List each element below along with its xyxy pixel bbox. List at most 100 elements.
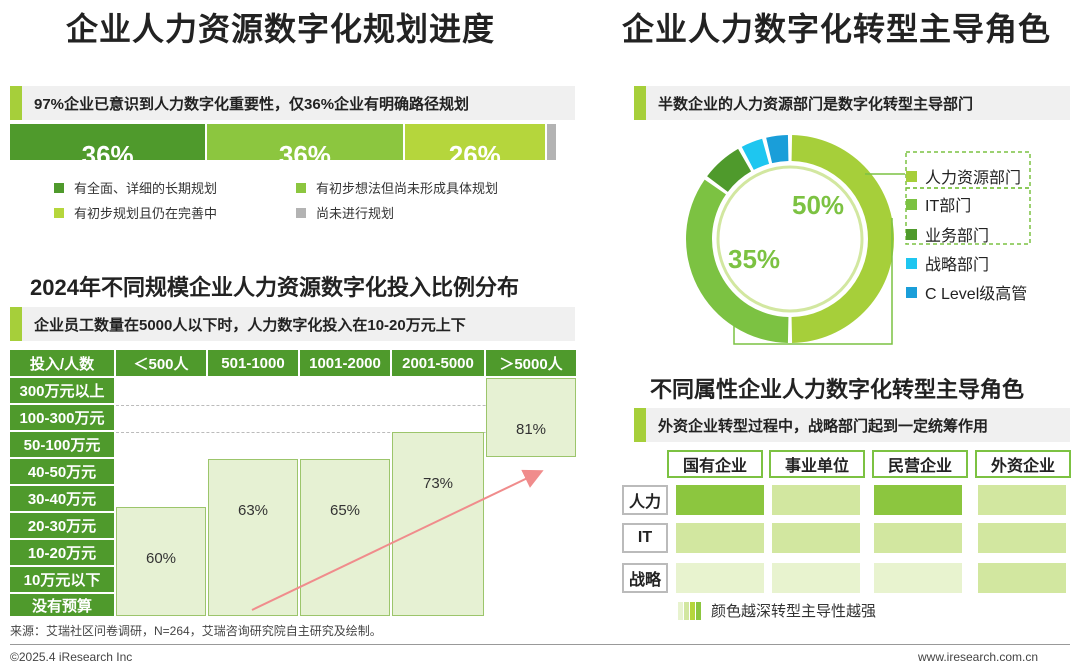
legend-swatch	[906, 198, 917, 210]
left-panel-title: 企业人力资源数字化规划进度	[66, 11, 496, 47]
progress-segment: 26%	[404, 124, 547, 160]
grid-column-header: 国有企业	[667, 450, 763, 478]
role-legend-label: C Level级高管	[925, 286, 1028, 303]
legend-swatch	[906, 286, 917, 298]
role-legend-item: IT部门	[906, 192, 971, 216]
source-note: 来源：艾瑞社区问卷调研，N=264，艾瑞咨询研究院自主研究及绘制。	[10, 624, 382, 638]
role-legend-label: 业务部门	[925, 228, 990, 245]
grid-cell	[676, 523, 764, 553]
role-subtitle: 不同属性企业人力数字化转型主导角色	[650, 377, 1025, 402]
investment-banner: 企业员工数量在5000人以下时，人力数字化投入在10-20万元上下	[10, 307, 575, 341]
grid-row-header: 战略	[622, 563, 668, 593]
grid-column-header: 民营企业	[872, 450, 968, 478]
legend-swatch	[296, 182, 306, 193]
progress-segment: 36%	[10, 124, 208, 160]
grid-column-header: 外资企业	[975, 450, 1071, 478]
grid-cell	[874, 485, 962, 515]
legend-swatch	[906, 257, 917, 269]
right-panel-title: 企业人力数字化转型主导角色	[622, 11, 1052, 47]
grid-cell	[676, 485, 764, 515]
left-banner: 97%企业已意识到人力数字化重要性，仅36%企业有明确路径规划	[10, 86, 575, 120]
copyright: ©2025.4 iResearch Inc	[10, 650, 133, 664]
grid-cell	[978, 485, 1066, 515]
row-header: 50-100万元	[10, 432, 114, 457]
planning-progress-bar: 36% 36% 26%	[10, 124, 558, 160]
trend-arrow	[251, 469, 544, 611]
grid-row-header: IT	[622, 523, 668, 553]
role-legend-item: 人力资源部门	[906, 164, 1021, 188]
left-banner-text: 97%企业已意识到人力数字化重要性，仅36%企业有明确路径规划	[34, 95, 470, 113]
banner-accent	[10, 86, 22, 120]
role-banner: 外资企业转型过程中，战略部门起到一定统筹作用	[634, 408, 1070, 442]
legend-item: 有初步想法但尚未形成具体规划	[296, 178, 498, 197]
grid-legend: 颜色越深转型主导性越强	[678, 600, 876, 621]
guide-line	[116, 405, 576, 406]
progress-segment	[547, 124, 558, 160]
column-header: ＜500人	[116, 350, 206, 376]
investment-subtitle: 2024年不同规模企业人力资源数字化投入比例分布	[30, 275, 519, 300]
right-banner: 半数企业的人力资源部门是数字化转型主导部门	[634, 86, 1070, 120]
grid-cell	[772, 563, 860, 593]
row-header: 10-20万元	[10, 540, 114, 565]
banner-accent	[10, 307, 22, 341]
column-header: ＞5000人	[486, 350, 576, 376]
grid-column-header: 事业单位	[769, 450, 865, 478]
banner-accent	[634, 408, 646, 442]
legend-item: 尚未进行规划	[296, 203, 394, 222]
role-legend-item: 业务部门	[906, 222, 989, 246]
column-header: 501-1000	[208, 350, 298, 376]
legend-swatch	[54, 182, 64, 193]
website: www.iresearch.com.cn	[918, 650, 1039, 664]
row-header: 10万元以下	[10, 567, 114, 592]
row-header: 20-30万元	[10, 513, 114, 538]
grid-cell	[676, 563, 764, 593]
legend-item: 有初步规划且仍在完善中	[54, 203, 217, 222]
legend-swatch	[684, 601, 689, 620]
legend-label: 尚未进行规划	[316, 206, 395, 221]
investment-step-bar: 65%	[300, 459, 390, 616]
grid-cell	[978, 563, 1066, 593]
guide-line	[116, 432, 576, 433]
donut-slice	[741, 138, 770, 170]
legend-swatch	[54, 207, 64, 218]
banner-accent	[634, 86, 646, 120]
column-header: 2001-5000	[392, 350, 484, 376]
legend-swatch	[678, 601, 683, 620]
legend-label: 有初步规划且仍在完善中	[74, 206, 218, 221]
grid-cell	[874, 563, 962, 593]
legend-swatch	[696, 601, 701, 620]
role-legend-label: 战略部门	[925, 257, 990, 274]
role-legend-label: IT部门	[925, 198, 972, 215]
investment-step-bar: 60%	[116, 507, 206, 616]
legend-label: 有初步想法但尚未形成具体规划	[316, 181, 499, 196]
donut-label-it: 35%	[728, 244, 781, 274]
donut-connectors	[733, 151, 1031, 345]
grid-cell	[772, 485, 860, 515]
grid-row-header: 人力	[622, 485, 668, 515]
legend-swatch	[690, 601, 695, 620]
progress-segment: 36%	[207, 124, 405, 160]
row-header: 40-50万元	[10, 459, 114, 484]
donut-slice	[766, 135, 789, 164]
row-header: 300万元以上	[10, 378, 114, 403]
table-corner-header: 投入/人数	[10, 350, 114, 376]
donut-label-hr: 50%	[792, 190, 845, 220]
role-legend-item: C Level级高管	[906, 280, 1027, 304]
legend-swatch	[906, 228, 917, 240]
investment-step-bar: 81%	[486, 378, 576, 457]
donut-slice	[791, 135, 895, 343]
footer-divider	[10, 644, 1070, 645]
grid-legend-text: 颜色越深转型主导性越强	[711, 603, 877, 620]
role-donut-chart	[686, 135, 895, 343]
row-header: 30-40万元	[10, 486, 114, 511]
grid-cell	[874, 523, 962, 553]
column-header: 1001-2000	[300, 350, 390, 376]
legend-label: 有全面、详细的长期规划	[74, 181, 218, 196]
role-banner-text: 外资企业转型过程中，战略部门起到一定统筹作用	[658, 417, 989, 435]
legend-item: 有全面、详细的长期规划	[54, 178, 217, 197]
investment-step-bar: 63%	[208, 459, 298, 616]
legend-swatch	[296, 207, 306, 218]
investment-step-bar: 73%	[392, 432, 484, 616]
donut-slice	[707, 148, 752, 192]
investment-banner-text: 企业员工数量在5000人以下时，人力数字化投入在10-20万元上下	[34, 316, 466, 334]
